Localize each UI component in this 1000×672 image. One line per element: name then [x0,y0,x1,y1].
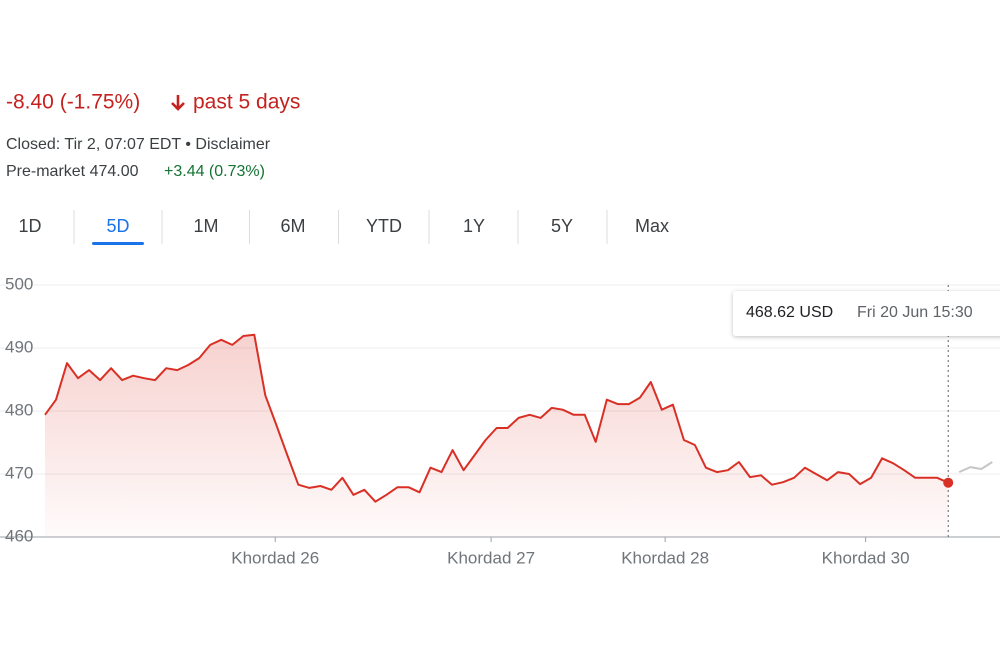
y-tick-label: 490 [5,337,33,356]
premarket-label: Pre-market 474.00 [6,163,139,180]
hover-dot [943,477,954,488]
tooltip-date: Fri 20 Jun 15:30 [857,304,973,321]
premarket-change: +3.44 (0.73%) [164,163,265,180]
y-tick-label: 480 [5,400,33,419]
x-tick-label: Khordad 27 [447,548,535,567]
price-line [958,461,993,474]
x-tick-label: Khordad 30 [822,548,910,567]
period: past 5 days [193,91,300,114]
x-tick-label: Khordad 28 [621,548,709,567]
tab[interactable]: 5Y [551,216,573,236]
y-tick-label: 460 [5,526,33,545]
tooltip-box [733,291,1000,336]
closed-info: Closed: Tir 2, 07:07 EDT • Disclaimer [6,136,271,153]
y-tick-label: 500 [5,274,33,293]
price-line [44,333,949,503]
down-arrow [171,95,185,111]
tab-underline [92,242,144,245]
range-tabs: 1D 5D 1M 6M YTD 1Y 5Y Max [18,210,669,245]
chart: 460 470 480 490 500 Khordad 26 Khordad 27 Khord… [0,274,1000,567]
tab[interactable]: 1Y [463,216,485,236]
tab[interactable]: 5D [106,216,129,236]
area [45,334,949,537]
tab[interactable]: YTD [366,216,402,236]
tab[interactable]: 1D [18,216,41,236]
tooltip-value: 468.62 USD [746,304,833,321]
price-change: -8.40 (-1.75%) [6,91,140,114]
tab[interactable]: Max [635,216,669,236]
tab[interactable]: 1M [193,216,218,236]
tab[interactable]: 6M [280,216,305,236]
x-tick-label: Khordad 26 [231,548,319,567]
y-tick-label: 470 [5,463,33,482]
